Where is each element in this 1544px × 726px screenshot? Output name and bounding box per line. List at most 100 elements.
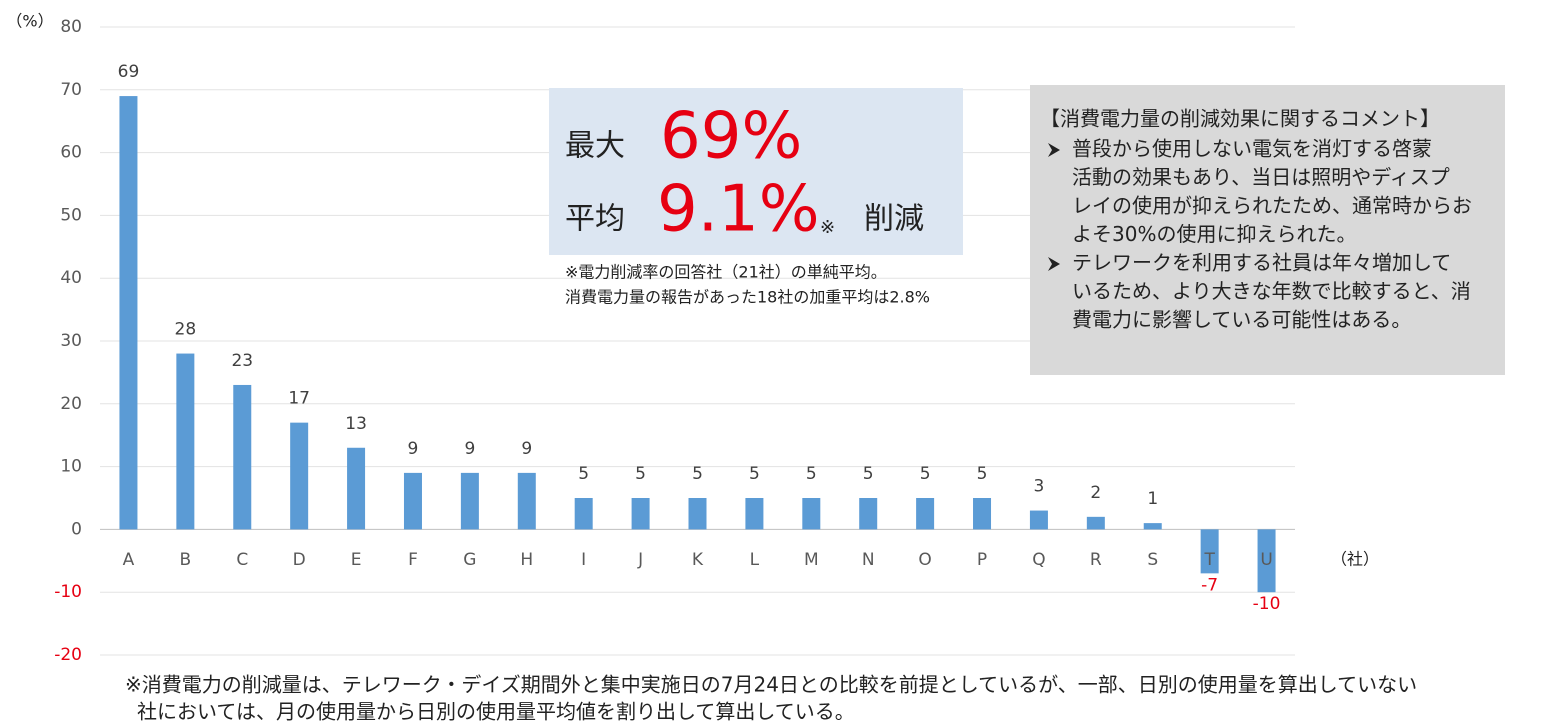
value-label: 2 bbox=[1090, 483, 1101, 503]
y-tick-label: 10 bbox=[60, 457, 82, 477]
comment-line: いるため、より大きな年数で比較すると、消 bbox=[1072, 279, 1471, 303]
bar bbox=[233, 384, 252, 530]
x-tick-label: F bbox=[408, 550, 418, 570]
comment-line: よそ30%の使用に抑えられた。 bbox=[1072, 222, 1356, 246]
x-tick-label: D bbox=[293, 550, 306, 570]
comment-line: 費電力に影響している可能性はある。 bbox=[1072, 308, 1411, 332]
bar bbox=[403, 472, 422, 530]
bar bbox=[517, 472, 536, 530]
value-label: 69 bbox=[118, 62, 140, 82]
footnote: 社においては、月の使用量から日別の使用量平均値を割り出して算出している。 bbox=[137, 700, 855, 724]
y-tick-label: 60 bbox=[60, 143, 82, 163]
x-tick-label: Q bbox=[1032, 550, 1045, 570]
max-value: 69% bbox=[660, 100, 802, 174]
value-label: 9 bbox=[464, 439, 475, 459]
x-tick-label: O bbox=[918, 550, 931, 570]
bar bbox=[802, 498, 821, 530]
plot: -20 -10 0 10 20 30 40 50 60 70 80 A 69 B 28 C 23 D 17 E 1 3 F 9… bbox=[54, 17, 1295, 665]
value-label: 5 bbox=[920, 464, 931, 484]
value-label: 5 bbox=[635, 464, 646, 484]
note: 消費電力量の報告があった18社の加重平均は2.8% bbox=[565, 288, 930, 307]
value-label: 17 bbox=[288, 389, 310, 409]
comment-line: テレワークを利用する社員は年々増加して bbox=[1072, 251, 1451, 275]
y-tick-label: 50 bbox=[60, 205, 82, 225]
value-label: 9 bbox=[408, 439, 419, 459]
bar bbox=[290, 422, 309, 530]
avg-mark: ※ bbox=[820, 217, 835, 238]
comment-line: 普段から使用しない電気を消灯する啓蒙 bbox=[1072, 137, 1432, 161]
highlight-box bbox=[549, 88, 963, 255]
comment-line: レイの使用が抑えられたため、通常時からお bbox=[1072, 194, 1472, 218]
x-tick-label: K bbox=[692, 550, 704, 570]
value-label: 28 bbox=[175, 320, 197, 340]
value-label: 5 bbox=[863, 464, 874, 484]
bar bbox=[1143, 523, 1162, 530]
x-tick-label: U bbox=[1260, 550, 1272, 570]
max-label: 最大 bbox=[565, 129, 625, 164]
x-tick-label: G bbox=[463, 550, 476, 570]
bar bbox=[973, 498, 992, 530]
x-tick-label: M bbox=[804, 550, 819, 570]
x-tick-label: L bbox=[750, 550, 760, 570]
value-label: 5 bbox=[578, 464, 589, 484]
value-label: 23 bbox=[231, 351, 253, 371]
bar bbox=[1200, 529, 1219, 574]
value-label: 5 bbox=[806, 464, 817, 484]
bar bbox=[688, 498, 707, 530]
y-tick-label: 80 bbox=[60, 17, 82, 37]
x-tick-label: T bbox=[1203, 550, 1215, 570]
comment-title: 【消費電力量の削減効果に関するコメント】 bbox=[1040, 107, 1440, 131]
note: ※電力削減率の回答社（21社）の単純平均。 bbox=[565, 263, 887, 282]
x-unit: （社） bbox=[1331, 550, 1379, 569]
value-label: 3 bbox=[1034, 477, 1045, 497]
footnote: ※消費電力の削減量は、テレワーク・デイズ期間外と集中実施日の7月24日との比較を… bbox=[125, 673, 1417, 697]
bar bbox=[574, 498, 593, 530]
bar bbox=[916, 498, 935, 530]
x-tick-label: A bbox=[123, 550, 135, 570]
value-label: -10 bbox=[1253, 594, 1281, 614]
value-label: 5 bbox=[977, 464, 988, 484]
y-tick-label: 20 bbox=[60, 394, 82, 414]
value-label: 5 bbox=[692, 464, 703, 484]
y-tick-label: -10 bbox=[54, 582, 82, 602]
bar bbox=[859, 498, 878, 530]
bar bbox=[745, 498, 764, 530]
x-tick-label: E bbox=[351, 550, 362, 570]
x-tick-label: J bbox=[637, 550, 643, 570]
bar bbox=[1086, 516, 1105, 530]
x-tick-label: R bbox=[1090, 550, 1102, 570]
bar bbox=[347, 447, 366, 530]
avg-value: 9.1% bbox=[657, 173, 820, 247]
y-tick-label: 0 bbox=[71, 519, 82, 539]
y-tick-label: 30 bbox=[60, 331, 82, 351]
comment-line: 活動の効果もあり、当日は照明やディスプ bbox=[1072, 165, 1450, 189]
value-label: 9 bbox=[521, 439, 532, 459]
bar bbox=[1029, 510, 1048, 530]
value-label: 1 bbox=[1147, 489, 1158, 509]
x-tick-label: H bbox=[520, 550, 533, 570]
comment-box bbox=[1030, 85, 1505, 375]
x-tick-label: C bbox=[236, 550, 248, 570]
y-tick-label: -20 bbox=[54, 645, 82, 665]
bar bbox=[176, 353, 195, 530]
x-tick-label: N bbox=[862, 550, 875, 570]
avg-label: 平均 bbox=[565, 202, 625, 237]
value-label: -7 bbox=[1201, 575, 1218, 595]
bar bbox=[460, 472, 479, 530]
x-tick-label: I bbox=[581, 550, 586, 570]
x-tick-label: S bbox=[1147, 550, 1158, 570]
y-tick-label: 70 bbox=[60, 80, 82, 100]
bar bbox=[119, 96, 138, 530]
y-tick-label: 40 bbox=[60, 268, 82, 288]
value-label: 5 bbox=[749, 464, 760, 484]
x-tick-label: P bbox=[977, 550, 987, 570]
suffix: 削減 bbox=[864, 202, 924, 237]
bullet-arrow bbox=[1048, 143, 1060, 157]
bar bbox=[631, 498, 650, 530]
bullet-arrow bbox=[1048, 257, 1060, 271]
x-tick-label: B bbox=[180, 550, 192, 570]
comment-bullets: 普段から使用しない電気を消灯する啓蒙活動の効果もあり、当日は照明やディスプレイの… bbox=[1048, 137, 1472, 332]
y-unit: （%） bbox=[6, 12, 53, 31]
bar bbox=[1257, 529, 1276, 593]
